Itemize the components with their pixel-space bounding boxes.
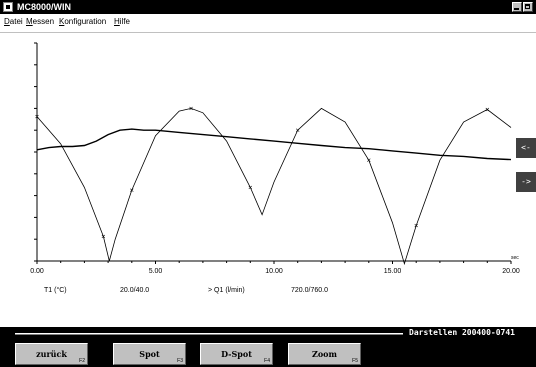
spot-button-label: Spot <box>139 349 160 359</box>
x-axis-unit-label: sec <box>511 255 519 261</box>
x-tick-label: 10.00 <box>265 268 283 275</box>
zurueck-button[interactable]: zurück F2 <box>15 343 88 365</box>
legend-t1-name: T1 (°C) <box>44 287 67 294</box>
zurueck-button-label: zurück <box>36 349 67 359</box>
legend-q1-name: > Q1 (l/min) <box>208 287 245 294</box>
x-tick-label: 5.00 <box>149 268 163 275</box>
d-spot-button-label: D-Spot <box>221 349 252 359</box>
zurueck-button-key: F2 <box>79 358 85 364</box>
x-tick-label: 20.00 <box>502 268 520 275</box>
menu-hilfe[interactable]: Hilfe <box>114 17 131 26</box>
spot-button-key: F3 <box>177 358 183 364</box>
scroll-right-button[interactable]: -> <box>516 172 536 192</box>
menu-datei[interactable]: Datei <box>4 17 23 26</box>
window-title: MC8000/WIN <box>17 2 72 12</box>
x-tick-label: 0.00 <box>30 268 44 275</box>
chart-axes <box>36 43 511 262</box>
measurement-chart: 0.00 5.00 10.00 15.00 20.00 sec <box>30 42 520 275</box>
data-point <box>295 128 300 132</box>
maximize-button[interactable] <box>523 2 533 12</box>
scroll-left-button[interactable]: <- <box>516 138 536 158</box>
data-point <box>367 158 371 162</box>
d-spot-button[interactable]: D-Spot F4 <box>200 343 273 365</box>
zoom-button-key: F5 <box>352 358 358 364</box>
legend-t1-range: 20.0/40.0 <box>120 287 150 294</box>
spot-button[interactable]: Spot F3 <box>113 343 186 365</box>
title-bar: MC8000/WIN <box>0 0 536 14</box>
status-text: Darstellen 200400-0741 <box>409 328 515 337</box>
data-point <box>485 107 490 112</box>
zoom-button-label: Zoom <box>312 349 337 359</box>
legend-q1-range: 720.0/760.0 <box>291 287 328 294</box>
data-point <box>130 188 134 192</box>
data-point <box>101 234 106 239</box>
menu-messen[interactable]: Messen <box>26 17 55 26</box>
minimize-button[interactable] <box>512 2 522 12</box>
data-point <box>35 114 39 119</box>
data-point <box>189 106 193 111</box>
data-point <box>248 185 253 190</box>
status-divider <box>15 333 403 335</box>
menu-konfiguration[interactable]: Konfiguration <box>59 17 107 26</box>
chart-ticks: 0.00 5.00 10.00 15.00 20.00 <box>30 42 520 275</box>
menu-bar: Datei Messen Konfiguration Hilfe <box>0 14 536 33</box>
series-line-q1 <box>36 107 512 266</box>
chart-series <box>35 106 512 266</box>
app-icon[interactable] <box>3 2 13 12</box>
x-tick-label: 15.00 <box>384 268 402 275</box>
zoom-button[interactable]: Zoom F5 <box>288 343 361 365</box>
d-spot-button-key: F4 <box>264 358 270 364</box>
series-line-t1 <box>36 128 512 161</box>
data-point <box>414 223 418 228</box>
function-key-panel: Darstellen 200400-0741 zurück F2 Spot F3… <box>0 327 536 367</box>
